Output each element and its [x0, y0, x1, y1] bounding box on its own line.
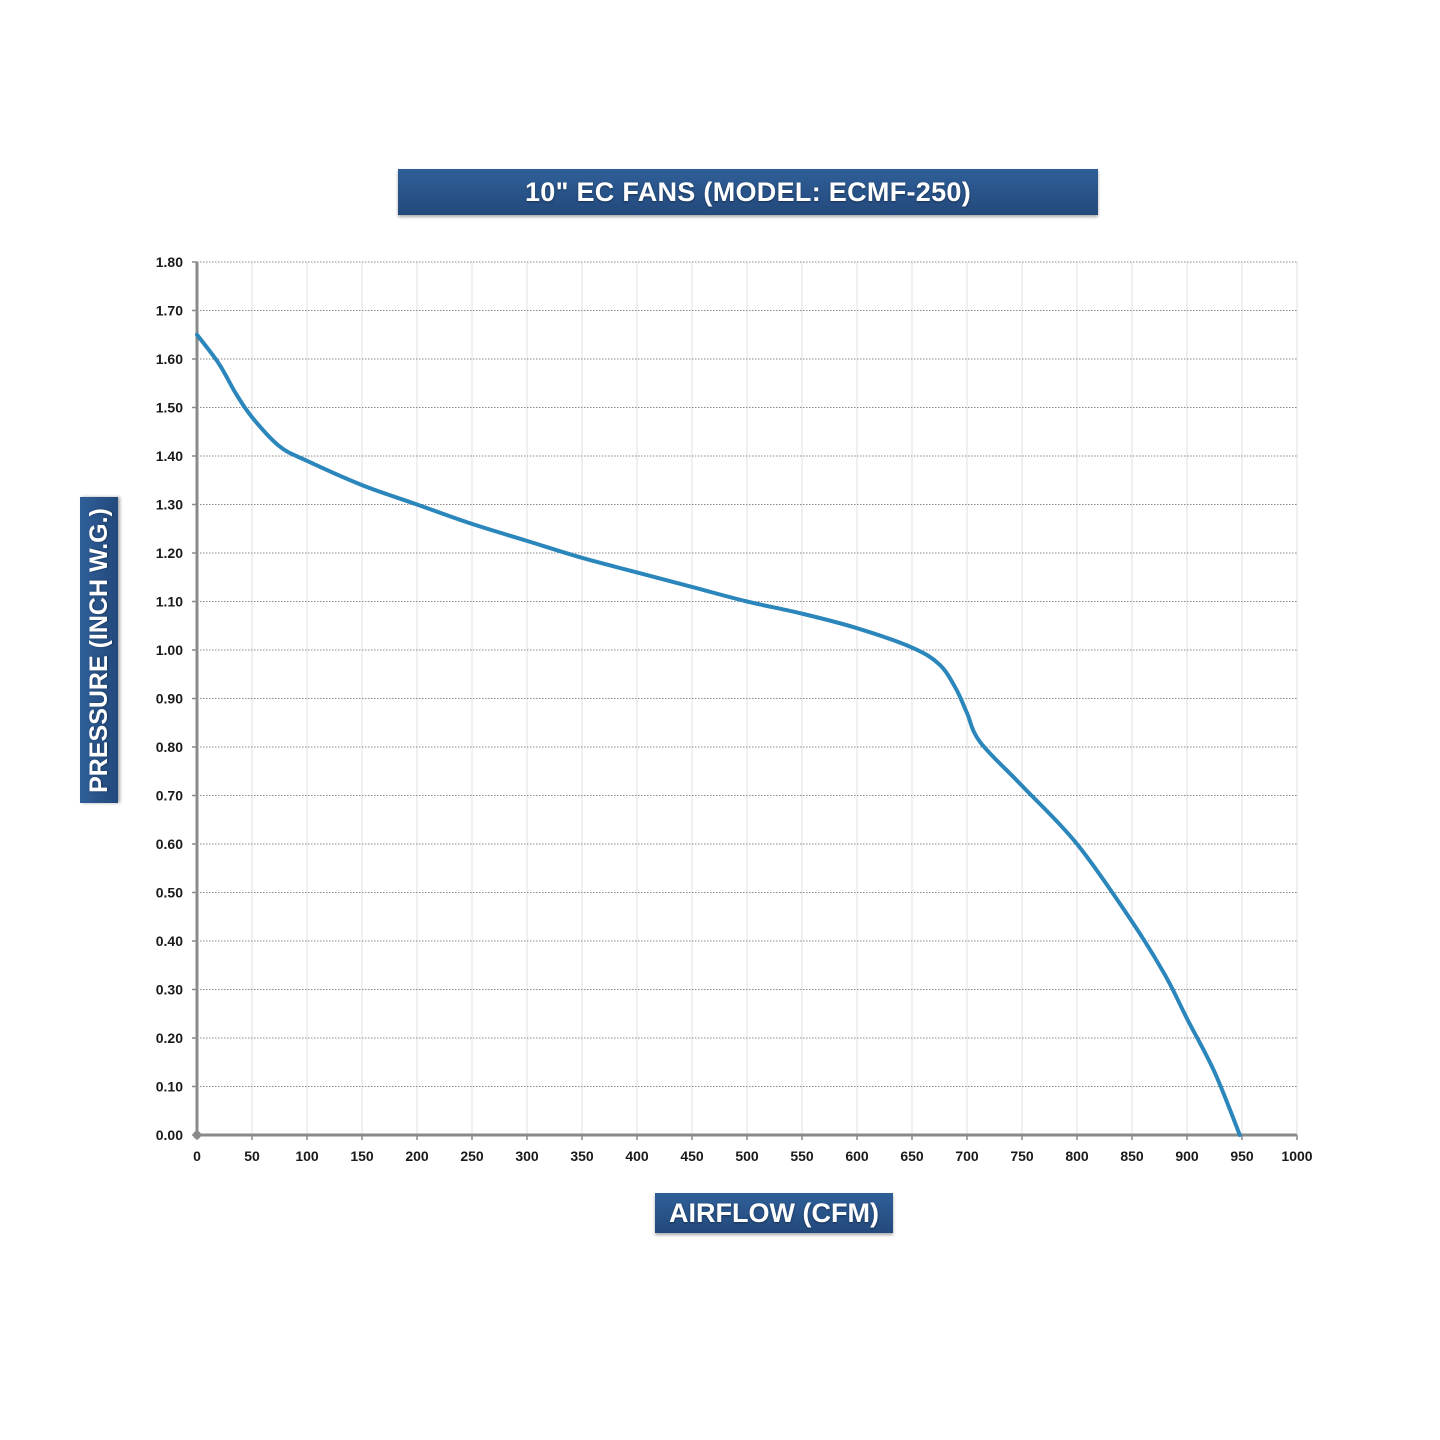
- axes: [192, 261, 1298, 1140]
- y-tick-label-0.10: 0.10: [156, 1079, 183, 1095]
- y-tick-label-0.30: 0.30: [156, 982, 183, 998]
- x-tick-label-450: 450: [680, 1148, 704, 1164]
- y-axis-label-banner: PRESSURE (INCH W.G.): [80, 497, 118, 803]
- x-tick-label-1000: 1000: [1281, 1148, 1312, 1164]
- x-tick-label-150: 150: [350, 1148, 374, 1164]
- y-tick-label-1.10: 1.10: [156, 594, 183, 610]
- x-tick-label-550: 550: [790, 1148, 814, 1164]
- x-tick-labels: 0 50 100 150 200 250 300 350 400 450 500 550 600 650 7…: [193, 1148, 1313, 1164]
- x-axis-label: AIRFLOW (CFM): [655, 1193, 893, 1233]
- x-tick-label-250: 250: [460, 1148, 484, 1164]
- y-tick-label-0.00: 0.00: [156, 1127, 183, 1143]
- x-tick-label-650: 650: [900, 1148, 924, 1164]
- x-tick-label-900: 900: [1175, 1148, 1199, 1164]
- y-tick-label-1.80: 1.80: [156, 254, 183, 270]
- x-tick-label-0: 0: [193, 1148, 201, 1164]
- x-tick-label-750: 750: [1010, 1148, 1034, 1164]
- y-tick-label-0.50: 0.50: [156, 885, 183, 901]
- series-group: [195, 332, 1242, 1137]
- y-tick-label-0.20: 0.20: [156, 1030, 183, 1046]
- x-tick-label-600: 600: [845, 1148, 869, 1164]
- x-tick-label-800: 800: [1065, 1148, 1089, 1164]
- x-tick-label-300: 300: [515, 1148, 539, 1164]
- x-tick-label-200: 200: [405, 1148, 429, 1164]
- x-tick-label-700: 700: [955, 1148, 979, 1164]
- x-tick-label-500: 500: [735, 1148, 759, 1164]
- x-tick-label-950: 950: [1230, 1148, 1254, 1164]
- y-tick-label-1.70: 1.70: [156, 303, 183, 319]
- y-tick-label-1.20: 1.20: [156, 545, 183, 561]
- y-tick-labels: 0.00 0.10 0.20 0.30 0.40 0.50 0.60 0.70 0.80 0.90…: [156, 254, 183, 1143]
- y-tick-label-0.60: 0.60: [156, 836, 183, 852]
- axis-origin-dot: [193, 1131, 201, 1139]
- y-tick-label-1.00: 1.00: [156, 642, 183, 658]
- x-tick-label-50: 50: [244, 1148, 260, 1164]
- chart-title: 10" EC FANS (MODEL: ECMF-250): [398, 169, 1098, 215]
- fan-curve-line-0: [195, 332, 1242, 1137]
- y-tick-label-1.60: 1.60: [156, 351, 183, 367]
- x-tick-label-350: 350: [570, 1148, 594, 1164]
- y-tick-label-0.70: 0.70: [156, 788, 183, 804]
- y-tick-label-0.90: 0.90: [156, 691, 183, 707]
- x-tick-label-100: 100: [295, 1148, 319, 1164]
- x-tick-label-850: 850: [1120, 1148, 1144, 1164]
- y-tick-label-1.30: 1.30: [156, 497, 183, 513]
- y-tick-label-1.50: 1.50: [156, 400, 183, 416]
- y-tick-label-1.40: 1.40: [156, 448, 183, 464]
- x-tick-label-400: 400: [625, 1148, 649, 1164]
- y-tick-label-0.40: 0.40: [156, 933, 183, 949]
- y-tick-label-0.80: 0.80: [156, 739, 183, 755]
- horizontal-gridlines: [197, 261, 1297, 1087]
